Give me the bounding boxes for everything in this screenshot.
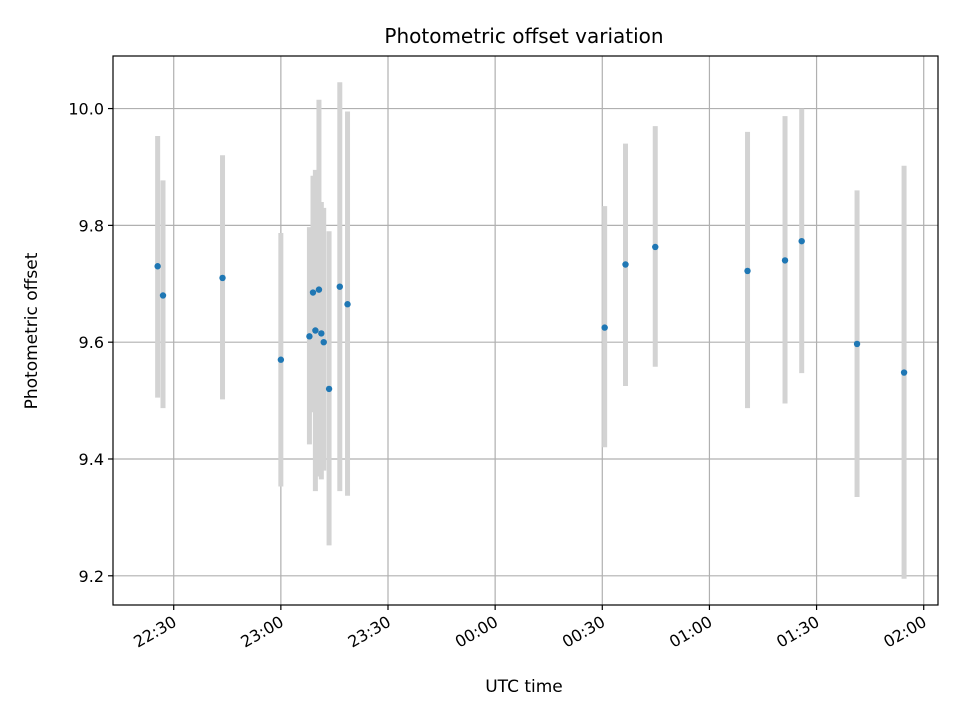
data-point (344, 301, 351, 308)
data-point (325, 385, 333, 393)
data-point (309, 289, 317, 296)
data-point (219, 274, 226, 282)
data-point (320, 338, 327, 346)
point-layer (154, 237, 908, 393)
y-tick-label: 9.8 (79, 216, 104, 235)
y-tick-label: 9.4 (79, 450, 104, 469)
plot-frame (112, 55, 939, 606)
y-tick-label: 9.6 (79, 333, 104, 352)
data-point (900, 369, 908, 376)
data-point (315, 286, 323, 293)
data-point (318, 330, 325, 337)
y-axis-title: Photometric offset (22, 252, 42, 409)
data-point (154, 263, 161, 270)
data-point (601, 324, 608, 331)
data-point (277, 356, 285, 363)
data-point (798, 237, 805, 245)
y-tick-label: 10.0 (68, 100, 104, 119)
data-point (159, 292, 167, 299)
chart-title: Photometric offset variation (384, 24, 663, 48)
data-point (306, 333, 313, 340)
data-point (622, 261, 629, 268)
data-point (853, 340, 861, 348)
data-point (312, 327, 319, 334)
data-point (744, 267, 751, 275)
data-point (781, 257, 789, 264)
y-tick-label: 9.2 (79, 567, 104, 586)
data-point (652, 243, 659, 251)
data-point (336, 283, 343, 290)
x-axis-title: UTC time (485, 677, 563, 697)
